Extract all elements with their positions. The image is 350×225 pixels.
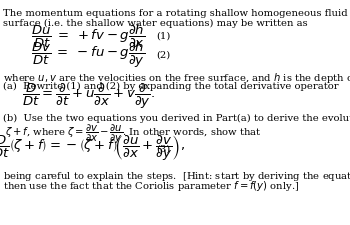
Text: $\dfrac{D}{Dt} = \dfrac{\partial}{\partial t} + u\dfrac{\partial}{\partial x} + : $\dfrac{D}{Dt} = \dfrac{\partial}{\parti… — [22, 82, 155, 111]
Text: $\dfrac{Du}{Dt}\;=\;+fv - g\dfrac{\partial h}{\partial x}$: $\dfrac{Du}{Dt}\;=\;+fv - g\dfrac{\parti… — [31, 22, 146, 49]
Text: (1): (1) — [156, 31, 170, 40]
Text: where $u, v$ are the velocities on the free surface, and $h$ is the depth of the: where $u, v$ are the velocities on the f… — [4, 70, 350, 84]
Text: $\dfrac{D}{Dt}\left(\zeta + f\right) = -\left(\zeta + f\right)\!\left(\dfrac{\pa: $\dfrac{D}{Dt}\left(\zeta + f\right) = -… — [0, 134, 185, 162]
Text: being careful to explain the steps.  [Hint: start by deriving the equation for $: being careful to explain the steps. [Hin… — [4, 169, 350, 182]
Text: $\dfrac{Dv}{Dt}\;=\;-fu - g\dfrac{\partial h}{\partial y}$: $\dfrac{Dv}{Dt}\;=\;-fu - g\dfrac{\parti… — [31, 40, 146, 70]
Text: The momentum equations for a rotating shallow homogeneous fluid with a free uppe: The momentum equations for a rotating sh… — [4, 9, 350, 18]
Text: then use the fact that the Coriolis parameter $f = f(y)$ only.]: then use the fact that the Coriolis para… — [4, 178, 300, 192]
Text: (b)  Use the two equations you derived in Part(a) to derive the evolution equati: (b) Use the two equations you derived in… — [4, 113, 350, 122]
Text: surface (i.e. the shallow water equations) may be written as: surface (i.e. the shallow water equation… — [4, 19, 308, 28]
Text: (2): (2) — [156, 50, 170, 59]
Text: (3): (3) — [156, 144, 170, 153]
Text: (a)  Rewrite (1) and (2) by expanding the total derivative operator: (a) Rewrite (1) and (2) by expanding the… — [4, 81, 339, 90]
Text: $\zeta + f$, where $\zeta = \dfrac{\partial v}{\partial x} - \dfrac{\partial u}{: $\zeta + f$, where $\zeta = \dfrac{\part… — [5, 122, 262, 146]
